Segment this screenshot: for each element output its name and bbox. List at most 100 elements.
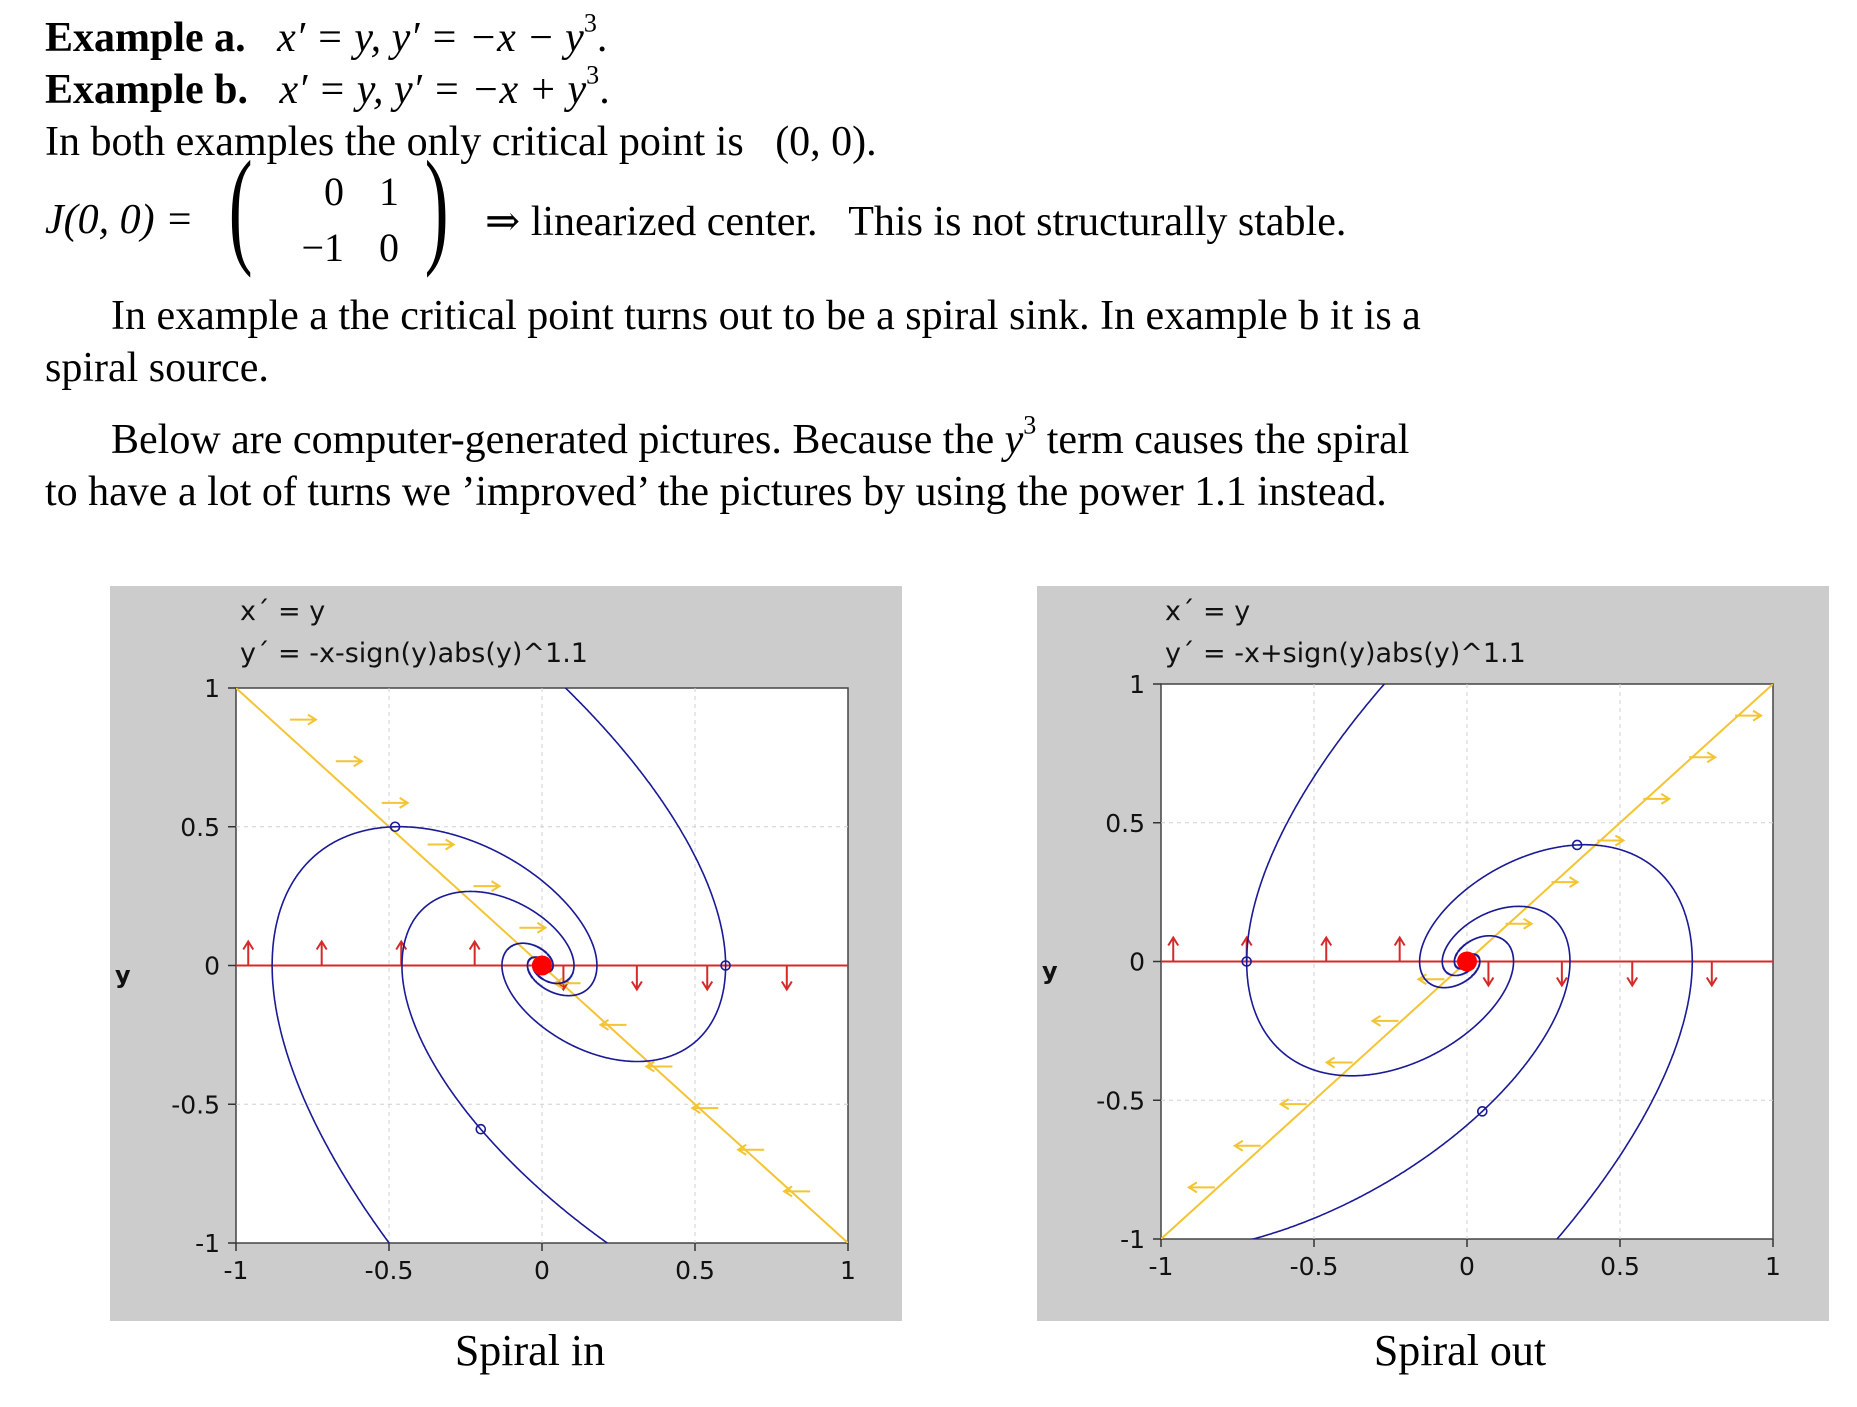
plot-b-vert-arrowhead-3 <box>1393 935 1406 947</box>
plot-a-title: x´ = y <box>240 596 325 627</box>
paragraph-pictures-b: term causes the spiral to have a lot of … <box>45 417 1410 515</box>
caption-b: Spiral out <box>1373 1326 1547 1375</box>
plot-a-trajectory-2 <box>501 688 727 1063</box>
plot-b-ytick-label-4: 1 <box>1129 670 1145 699</box>
plot-a-horiz-arrowhead-7 <box>598 1019 610 1031</box>
plot-a-vert-arrowhead-2 <box>395 939 408 951</box>
matrix-cell-22: 0 <box>379 225 399 270</box>
caption-a: Spiral in <box>454 1326 606 1375</box>
plot-a-vert-arrowhead-6 <box>701 980 714 992</box>
critical-point-line: In both examples the only critical point… <box>45 116 877 168</box>
plot-a-horiz-arrowhead-1 <box>353 755 364 768</box>
plot-b-horiz-arrowhead-3 <box>1324 1056 1336 1069</box>
plot-b-ytick-label-2: 0 <box>1129 948 1145 977</box>
phase-plot-b: x´ = y y´ = -x+sign(y)abs(y)^1.1 y -1 -1 -… <box>1037 586 1829 1321</box>
example-a-exponent: 3 <box>583 8 597 38</box>
plot-b-horiz-arrowhead-0 <box>1187 1181 1198 1194</box>
plot-b-vert-arrowhead-0 <box>1167 935 1180 947</box>
example-a-equation: x′ = y, y′ = −x − y <box>277 15 584 61</box>
plot-a-equilibrium-point <box>532 955 552 976</box>
plot-a-ytick-label-3: 0.5 <box>180 813 220 842</box>
plot-a-xtick-label-0: -1 <box>224 1256 249 1285</box>
plot-a-horiz-arrowhead-5 <box>536 921 548 934</box>
plot-a-vert-arrowhead-1 <box>315 939 328 951</box>
plot-a-trajectory-0 <box>271 825 598 1243</box>
plot-b-horiz-arrowhead-8 <box>1614 834 1626 847</box>
critical-point-text: In both examples the only critical point… <box>45 119 744 165</box>
plot-a-ytick-label-1: -0.5 <box>171 1090 220 1119</box>
plot-b-vert-arrowhead-4 <box>1482 976 1495 988</box>
plot-b-vert-arrowhead-2 <box>1320 935 1333 947</box>
plot-b-xtick-label-1: -0.5 <box>1290 1252 1339 1281</box>
plot-b-horiz-arrowhead-7 <box>1568 876 1580 888</box>
plot-b-title: x´ = y <box>1165 596 1250 627</box>
paragraph-pictures: Below are computer-generated pictures. B… <box>45 412 1445 518</box>
plot-b-vert-arrowhead-6 <box>1626 976 1639 988</box>
plot-b-start-point-1 <box>1241 956 1252 967</box>
plot-b-vert-arrowhead-7 <box>1705 976 1718 988</box>
plot-a-start-point-0 <box>389 821 401 833</box>
plot-a-vert-arrowhead-5 <box>631 980 643 992</box>
plot-b-start-point-2 <box>1476 1106 1488 1117</box>
plot-b-vert-arrowhead-5 <box>1556 976 1568 988</box>
plot-a-subtitle: y´ = -x-sign(y)abs(y)^1.1 <box>240 638 588 669</box>
plot-a-content <box>236 688 848 1243</box>
matrix-cell-12: 1 <box>379 169 399 214</box>
example-a-line: Example a. x′ = y, y′ = −x − y3. <box>45 10 608 64</box>
plot-a-horiz-arrowhead-10 <box>736 1143 747 1156</box>
plot-a-trajectory-1 <box>401 890 609 1243</box>
paragraph-pictures-a: Below are computer-generated pictures. B… <box>111 417 995 463</box>
plot-a-vert-arrowhead-3 <box>468 939 481 951</box>
plot-b-ylabel: y <box>1042 957 1058 985</box>
plot-b-trajectory-2 <box>1250 905 1571 1239</box>
plot-b-equilibrium-point <box>1457 951 1477 972</box>
example-a-period: . <box>596 15 608 61</box>
plot-b-horiz-arrowhead-4 <box>1370 1015 1382 1027</box>
plot-a-horiz-arrowhead-11 <box>782 1185 793 1198</box>
paragraph-pictures-y: y <box>1004 417 1024 463</box>
plot-b-subtitle: y´ = -x+sign(y)abs(y)^1.1 <box>1165 638 1526 669</box>
example-b-period: . <box>599 67 610 113</box>
plot-a-xtick-label-1: -0.5 <box>365 1256 414 1285</box>
plot-b-horiz-arrowhead-10 <box>1706 751 1718 764</box>
jacobian-rhs: ⇒ linearized center. This is not structu… <box>485 199 1347 245</box>
jacobian-lhs: J(0, 0) = <box>45 197 194 243</box>
plot-a-horiz-arrowhead-8 <box>644 1060 655 1073</box>
plot-a-ytick-label-2: 0 <box>204 952 220 981</box>
plot-b-trajectory-0 <box>1418 843 1694 1239</box>
matrix-cell-21: −1 <box>301 225 344 270</box>
plot-b-xtick-label-4: 1 <box>1765 1252 1781 1281</box>
phase-plot-b-svg: x´ = y y´ = -x+sign(y)abs(y)^1.1 y -1-1 -… <box>1042 596 1781 1281</box>
phase-plot-a-svg: x´ = y y´ = -x-sign(y)abs(y)^1.1 y -1-1 -… <box>115 596 856 1285</box>
plot-a-horiz-arrowhead-3 <box>445 838 456 851</box>
plot-b-horiz-arrowhead-11 <box>1752 709 1763 722</box>
critical-point-value: (0, 0). <box>775 119 877 165</box>
left-paren: ( <box>228 135 253 279</box>
right-paren: ) <box>424 135 449 279</box>
plot-a-horiz-arrowhead-9 <box>690 1102 701 1114</box>
plot-b-xtick-label-2: 0 <box>1459 1252 1475 1281</box>
plot-a-vert-arrowhead-7 <box>780 980 793 992</box>
plot-a-start-point-2 <box>720 960 731 971</box>
plot-b-content <box>1161 684 1773 1239</box>
example-b-exponent: 3 <box>586 60 600 90</box>
plot-a-horiz-arrowhead-0 <box>307 713 318 726</box>
phase-plot-a: x´ = y y´ = -x-sign(y)abs(y)^1.1 y -1 -1 -… <box>110 586 902 1321</box>
plot-a-vert-arrowhead-0 <box>242 939 255 951</box>
matrix-cell-11: 0 <box>324 169 344 214</box>
plot-b-horiz-arrowhead-2 <box>1278 1098 1290 1110</box>
plot-b-ytick-label-1: -0.5 <box>1096 1086 1145 1115</box>
plot-b-horiz-arrowhead-1 <box>1232 1139 1244 1152</box>
plot-b-xtick-label-0: -1 <box>1149 1252 1174 1281</box>
plot-b-ytick-label-3: 0.5 <box>1105 809 1145 838</box>
plot-b-start-point-0 <box>1571 839 1583 851</box>
plot-a-xtick-label-4: 1 <box>840 1256 856 1285</box>
plot-b-horiz-arrowhead-6 <box>1523 917 1534 930</box>
plot-a-ylabel: y <box>115 961 131 989</box>
plot-b-horiz-arrowhead-9 <box>1660 793 1672 805</box>
plot-a-xtick-label-3: 0.5 <box>675 1256 715 1285</box>
example-b-label: Example b. <box>45 67 249 113</box>
plot-a-start-point-1 <box>475 1123 487 1135</box>
plot-b-trajectory-1 <box>1245 684 1515 1077</box>
plot-a-ytick-label-0: -1 <box>195 1229 220 1258</box>
